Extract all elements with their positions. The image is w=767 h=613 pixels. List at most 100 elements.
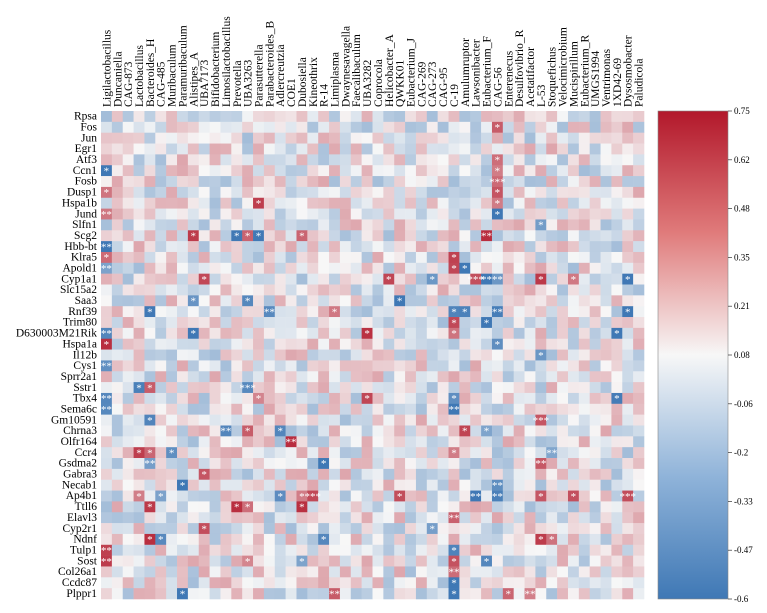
heatmap-cell (426, 403, 438, 415)
heatmap-cell (220, 533, 232, 546)
heatmap-cell (274, 208, 286, 220)
heatmap-cell (567, 523, 580, 535)
heatmap-cell (122, 251, 134, 264)
heatmap-cell (307, 447, 319, 459)
heatmap-cell (578, 219, 590, 231)
row-label: Trim80 (63, 317, 97, 329)
heatmap-cell (253, 577, 265, 589)
heatmap-cell (101, 176, 113, 188)
significance-mark: * (538, 491, 544, 503)
heatmap-cell (611, 121, 623, 133)
heatmap-cell (350, 566, 362, 578)
heatmap-cell (426, 284, 438, 296)
heatmap-cell (122, 219, 134, 231)
heatmap-cell (502, 219, 514, 231)
heatmap-cell (513, 338, 525, 350)
heatmap-cell (415, 251, 428, 264)
heatmap-cell (372, 273, 384, 285)
heatmap-cell (502, 544, 514, 556)
heatmap-cell (187, 360, 200, 372)
row-label: Sema6c (61, 403, 97, 415)
heatmap-cell (491, 349, 504, 361)
heatmap-cell (513, 327, 525, 340)
heatmap-cell (405, 414, 417, 426)
heatmap-cell (557, 132, 569, 144)
heatmap-cell (318, 154, 330, 166)
heatmap-cell (242, 273, 254, 285)
heatmap-cell (209, 262, 221, 274)
heatmap-cell (166, 262, 178, 274)
row-label: Hspa1a (63, 338, 98, 350)
significance-mark: *** (619, 491, 636, 503)
heatmap-cell (144, 382, 156, 394)
heatmap-cell (166, 447, 178, 459)
heatmap-cell (329, 132, 341, 144)
heatmap-cell (198, 165, 210, 177)
heatmap-cell (220, 479, 232, 491)
heatmap-cell (502, 501, 514, 513)
heatmap-cell (329, 230, 341, 242)
heatmap-cell (329, 533, 341, 546)
heatmap-cell (361, 447, 373, 459)
heatmap-cell (263, 360, 276, 372)
heatmap-cell (307, 382, 319, 394)
heatmap-cell (502, 566, 514, 578)
heatmap-cell (600, 284, 612, 296)
heatmap-cell (383, 501, 395, 513)
heatmap-cell (339, 403, 352, 415)
heatmap-cell (567, 176, 580, 188)
heatmap-cell (155, 273, 167, 285)
heatmap-cell (339, 273, 352, 285)
heatmap-cell (285, 121, 297, 133)
heatmap-cell (177, 403, 189, 415)
heatmap-cell (111, 262, 124, 274)
heatmap-cell (111, 230, 124, 242)
significance-mark: * (451, 556, 457, 568)
heatmap-cell (263, 273, 276, 285)
heatmap-cell (329, 186, 341, 199)
significance-mark: * (484, 556, 490, 568)
heatmap-cell (633, 425, 645, 437)
heatmap-cell (220, 523, 232, 535)
heatmap-cell (426, 273, 438, 285)
heatmap-cell (166, 176, 178, 188)
heatmap-cell (198, 273, 210, 285)
heatmap-cell (209, 219, 221, 231)
heatmap-cell (253, 219, 265, 231)
heatmap-cell (209, 436, 221, 448)
heatmap-cell (524, 111, 536, 123)
heatmap-cell (383, 425, 395, 437)
column-label: Coprocola (373, 59, 385, 107)
heatmap-cell (415, 132, 428, 144)
heatmap-cell (231, 273, 243, 285)
heatmap-cell (546, 468, 558, 481)
heatmap-cell (394, 555, 406, 567)
heatmap-cell (155, 479, 167, 491)
heatmap-cell (470, 186, 482, 199)
heatmap-cell (502, 436, 514, 448)
heatmap-cell (101, 414, 113, 426)
heatmap-cell (307, 317, 319, 329)
significance-mark: * (299, 556, 305, 568)
column-label: QWKK01 (395, 59, 407, 107)
heatmap-cell (557, 284, 569, 296)
heatmap-cell (448, 241, 460, 253)
heatmap-cell (567, 349, 580, 361)
heatmap-cell (231, 306, 243, 318)
heatmap-cell (350, 208, 362, 220)
heatmap-cell (350, 132, 362, 144)
significance-mark: * (191, 296, 197, 308)
heatmap-cell (111, 295, 124, 307)
heatmap-cell (133, 317, 145, 329)
heatmap-cell (567, 143, 580, 155)
heatmap-cell (101, 360, 113, 372)
heatmap-cell (111, 327, 124, 340)
heatmap-cell (329, 262, 341, 274)
heatmap-cell (296, 219, 308, 231)
heatmap-cell (448, 295, 460, 307)
heatmap-cell (285, 360, 297, 372)
heatmap-cell (339, 468, 352, 481)
heatmap-cell (296, 284, 308, 296)
heatmap-cell (611, 262, 623, 274)
